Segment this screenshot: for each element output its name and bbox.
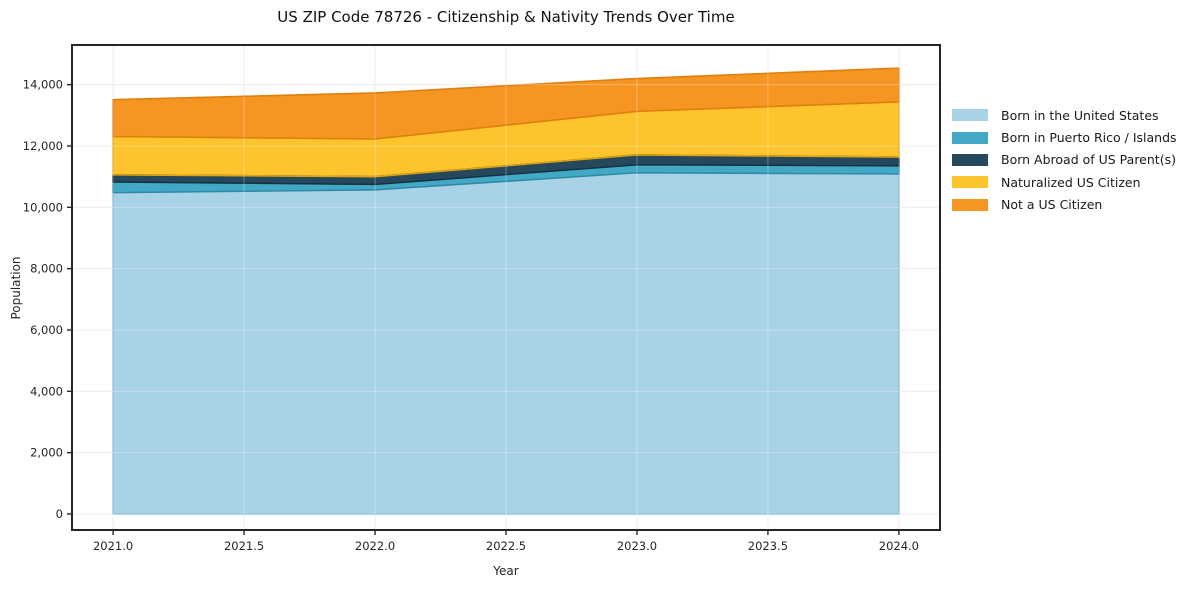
legend-item-born-in-puerto-rico-islands: Born in Puerto Rico / Islands xyxy=(952,126,1177,148)
legend-swatch xyxy=(952,153,988,166)
area-naturalized-us-citizen xyxy=(113,101,899,177)
x-tick-label: 2023.0 xyxy=(617,539,657,553)
legend-item-naturalized-us-citizen: Naturalized US Citizen xyxy=(952,171,1177,193)
chart-title: US ZIP Code 78726 - Citizenship & Nativi… xyxy=(277,8,735,26)
area-edge-not-a-us-citizen xyxy=(112,67,900,140)
legend: Born in the United States Born in Puerto … xyxy=(952,104,1177,216)
legend-label: Naturalized US Citizen xyxy=(1001,174,1141,190)
y-tick-label: 4,000 xyxy=(30,384,63,398)
legend-swatch xyxy=(952,176,988,189)
y-tick-label: 6,000 xyxy=(30,323,63,337)
x-axis-label: Year xyxy=(493,564,519,578)
x-tick-label: 2024.0 xyxy=(879,539,919,553)
x-tick-label: 2021.5 xyxy=(224,539,264,553)
legend-label: Born in the United States xyxy=(1001,107,1159,123)
legend-label: Born Abroad of US Parent(s) xyxy=(1001,152,1176,168)
y-tick-label: 12,000 xyxy=(23,139,63,153)
x-tick-label: 2023.5 xyxy=(748,539,788,553)
area-born-in-puerto-rico-islands xyxy=(113,164,899,193)
area-born-in-the-united-states xyxy=(113,172,899,514)
x-tick-label: 2021.0 xyxy=(93,539,133,553)
legend-swatch xyxy=(952,109,988,122)
y-tick-label: 0 xyxy=(56,507,63,521)
y-tick-label: 10,000 xyxy=(23,200,63,214)
y-tick-label: 8,000 xyxy=(30,262,63,276)
legend-label: Born in Puerto Rico / Islands xyxy=(1001,130,1177,146)
legend-label: Not a US Citizen xyxy=(1001,197,1103,213)
legend-item-born-in-the-united-states: Born in the United States xyxy=(952,104,1177,126)
legend-swatch xyxy=(952,198,988,211)
area-not-a-us-citizen xyxy=(113,68,899,139)
legend-item-not-a-us-citizen: Not a US Citizen xyxy=(952,194,1177,216)
legend-swatch xyxy=(952,131,988,144)
x-tick-label: 2022.5 xyxy=(486,539,526,553)
legend-item-born-abroad-of-us-parent-s: Born Abroad of US Parent(s) xyxy=(952,149,1177,171)
y-tick-label: 14,000 xyxy=(23,78,63,92)
x-tick-label: 2022.0 xyxy=(355,539,395,553)
y-tick-label: 2,000 xyxy=(30,446,63,460)
